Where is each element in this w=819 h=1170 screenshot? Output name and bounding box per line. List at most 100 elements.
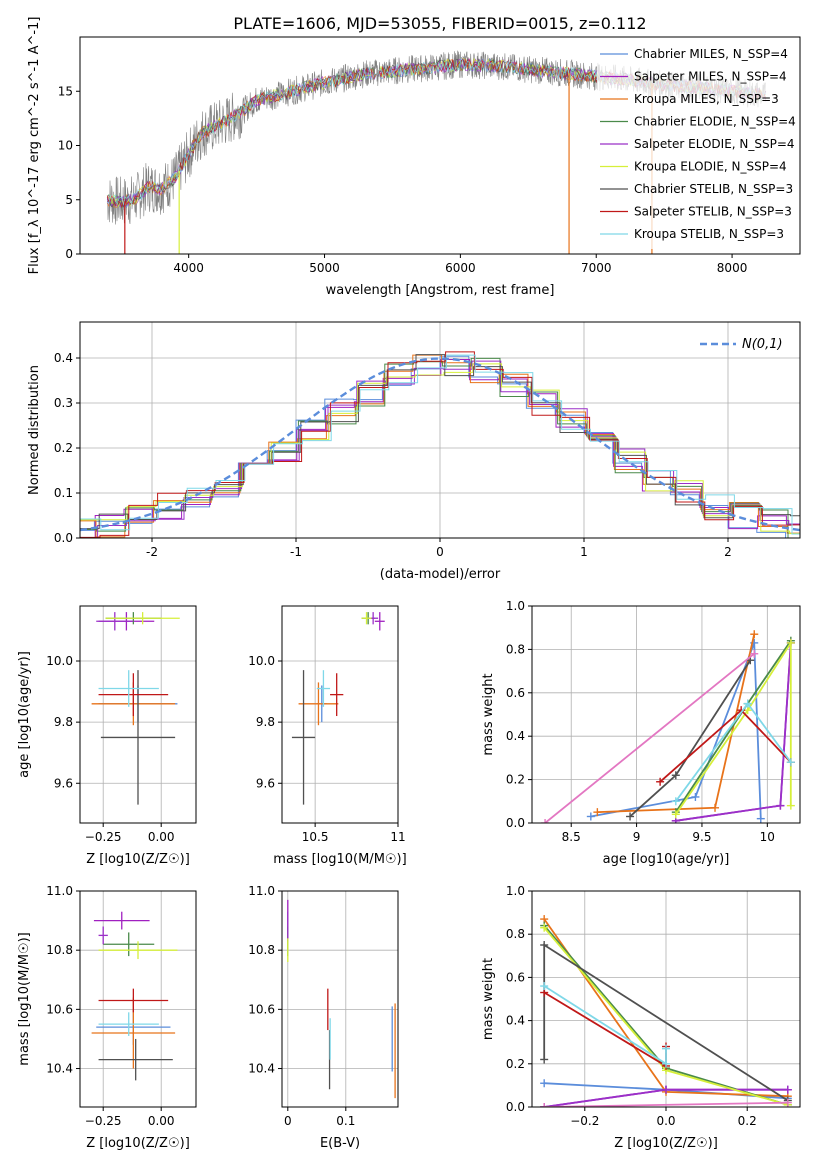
y-tick-label: 0.2 (54, 441, 73, 455)
gaussian-curve (80, 357, 800, 532)
weight-line (597, 634, 756, 813)
weight-line (544, 1101, 788, 1107)
x-axis-label: wavelength [Angstrom, rest frame] (326, 283, 555, 298)
plot-area (91, 612, 180, 805)
legend: Chabrier MILES, N_SSP=4 Salpeter MILES, N… (597, 43, 796, 249)
y-tick-label: 0.0 (506, 816, 525, 830)
x-tick-label: 0.00 (148, 830, 175, 844)
y-tick-label: 9.8 (256, 715, 275, 729)
weight-line (675, 639, 792, 815)
x-axis-label: E(B-V) (320, 1136, 360, 1151)
panel-mass_vs_EBV: 0 0.1 10.4 10.6 10.8 11.0 E(B-V) (248, 884, 399, 1151)
x-axis-label: (data-model)/error (380, 567, 501, 582)
panel-age_vs_Z: −0.25 0.00 9.6 9.8 10.0 Z [log10(Z/Z☉)] age [l… (17, 605, 197, 867)
y-tick-label: 10.6 (248, 1002, 275, 1016)
histogram-step (80, 357, 800, 538)
y-tick-label: 0.4 (506, 1014, 525, 1028)
x-tick-label: 6000 (445, 261, 476, 275)
x-tick-label: 5000 (309, 261, 340, 275)
y-tick-label: 0.8 (506, 927, 525, 941)
panel-weight_vs_Z: −0.2 0.0 0.2 0.0 0.2 0.4 0.6 0.8 1.0 Z [log10(Z/Z… (481, 884, 801, 1151)
y-axis-label: Normed distribution (27, 365, 42, 495)
y-tick-label: 9.8 (54, 715, 73, 729)
plot-area (541, 630, 795, 823)
legend-entry: N(0,1) (742, 337, 783, 352)
x-tick-label: 0 (436, 545, 444, 559)
x-axis-label: Z [log10(Z/Z☉)] (86, 1136, 190, 1151)
x-tick-label: 10 (760, 830, 775, 844)
x-tick-label: 7000 (581, 261, 612, 275)
x-tick-label: 8.5 (562, 830, 581, 844)
x-tick-label: 8000 (717, 261, 748, 275)
y-tick-label: 10.0 (248, 654, 275, 668)
x-tick-label: 9.5 (692, 830, 711, 844)
axes-frame (531, 890, 801, 1108)
legend-entry: Salpeter ELODIE, N_SSP=4 (634, 137, 795, 151)
y-tick-label: 9.6 (256, 776, 275, 790)
x-tick-label: −0.25 (85, 830, 122, 844)
y-tick-label: 5 (65, 193, 73, 207)
y-tick-label: 11.0 (248, 884, 275, 898)
x-axis-label: Z [log10(Z/Z☉)] (614, 1136, 718, 1151)
y-tick-label: 10.8 (248, 943, 275, 957)
panel-age_vs_mass: 10.5 11 9.6 9.8 10.0 mass [log10(M/M☉)] (248, 605, 407, 867)
y-axis-label: age [log10(age/yr)] (17, 651, 32, 778)
y-tick-label: 0.3 (54, 396, 73, 410)
x-tick-label: 0.1 (336, 1114, 355, 1128)
axes-frame (79, 605, 197, 824)
y-tick-label: 9.6 (54, 776, 73, 790)
y-tick-label: 10.4 (46, 1062, 73, 1076)
x-tick-label: -1 (290, 545, 302, 559)
x-tick-label: 10.5 (302, 830, 329, 844)
y-tick-label: 0.2 (506, 1057, 525, 1071)
axes-frame (79, 890, 197, 1108)
y-tick-label: 10.0 (46, 654, 73, 668)
y-tick-label: 0.1 (54, 486, 73, 500)
x-tick-label: 0 (284, 1114, 292, 1128)
weight-line (659, 708, 792, 783)
histogram-step (80, 358, 800, 538)
legend-entry: Chabrier ELODIE, N_SSP=4 (634, 115, 796, 129)
x-axis-label: mass [log10(M/M☉)] (273, 852, 406, 867)
x-tick-label: −0.2 (570, 1114, 599, 1128)
legend-entry: Kroupa ELODIE, N_SSP=4 (634, 160, 787, 174)
x-tick-label: 0.2 (738, 1114, 757, 1128)
histogram-step (80, 354, 800, 535)
panel-spectrum: 4000 5000 6000 7000 8000 0 5 10 15 wavelength [An… (27, 17, 801, 298)
y-tick-label: 10 (58, 139, 73, 153)
x-tick-label: −0.25 (85, 1114, 122, 1128)
figure-title: PLATE=1606, MJD=53055, FIBERID=0015, z=0… (233, 14, 646, 33)
y-tick-label: 0.6 (506, 686, 525, 700)
weight-line (544, 653, 755, 823)
axes-frame (281, 605, 399, 824)
y-tick-label: 11.0 (46, 884, 73, 898)
plot-area (80, 351, 800, 538)
y-tick-label: 1.0 (506, 884, 525, 898)
x-tick-label: 0.0 (656, 1114, 675, 1128)
histogram-step (80, 360, 800, 538)
panel-residuals: -2 -1 0 1 2 0.0 0.1 0.2 0.3 0.4 (data-model)/error… (27, 321, 801, 582)
y-tick-label: 10.4 (248, 1062, 275, 1076)
x-tick-label: 9 (633, 830, 641, 844)
plot-area (91, 911, 178, 1081)
x-tick-label: 11 (390, 830, 405, 844)
histogram-step (80, 355, 800, 538)
x-tick-label: 1 (580, 545, 588, 559)
y-axis-label: mass weight (481, 958, 496, 1040)
legend-entry: Kroupa STELIB, N_SSP=3 (634, 227, 784, 241)
y-tick-label: 0 (65, 247, 73, 261)
histogram-step (80, 354, 800, 530)
x-tick-label: 2 (724, 545, 732, 559)
y-tick-label: 10.8 (46, 943, 73, 957)
x-tick-label: -2 (146, 545, 158, 559)
y-tick-label: 0.8 (506, 642, 525, 656)
axes-frame (79, 36, 801, 255)
legend-entry: Salpeter MILES, N_SSP=4 (634, 70, 787, 84)
y-axis-label: mass weight (481, 673, 496, 755)
plot-area (291, 612, 385, 805)
y-tick-label: 10.6 (46, 1002, 73, 1016)
panel-weight_vs_age: 8.5 9 9.5 10 0.0 0.2 0.4 0.6 0.8 1.0 age [log10(ag… (481, 599, 801, 867)
legend-entry: Chabrier STELIB, N_SSP=3 (634, 182, 793, 196)
y-tick-label: 0.6 (506, 970, 525, 984)
plot-area (540, 915, 792, 1107)
